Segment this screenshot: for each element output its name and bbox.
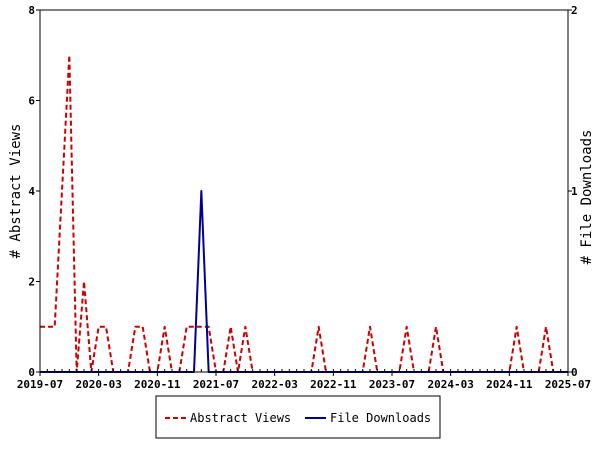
x-tick-label: 2019-07 bbox=[17, 378, 63, 391]
y-left-tick-label: 6 bbox=[28, 95, 35, 108]
marks-layer bbox=[40, 54, 568, 373]
y-right-tick-label: 0 bbox=[571, 366, 578, 379]
x-tick-label: 2022-03 bbox=[251, 378, 297, 391]
y-right-tick-label: 1 bbox=[571, 185, 578, 198]
y-left-axis-title: # Abstract Views bbox=[8, 124, 24, 259]
legend-label-abstract-views: Abstract Views bbox=[190, 411, 291, 425]
x-tick-label: 2025-07 bbox=[545, 378, 591, 391]
series-line-file-downloads bbox=[40, 190, 568, 373]
series-line-abstract-views bbox=[40, 54, 568, 373]
x-tick-label: 2021-07 bbox=[193, 378, 239, 391]
x-tick-label: 2020-11 bbox=[134, 378, 181, 391]
legend: Abstract Views File Downloads bbox=[155, 395, 441, 439]
x-tick-label: 2020-03 bbox=[75, 378, 121, 391]
y-left-tick-label: 8 bbox=[28, 4, 35, 17]
axis-layer: 2019-07 2020-03 2020-11 2021-07 2022-03 2022-… bbox=[17, 4, 591, 391]
x-tick-label: 2024-03 bbox=[427, 378, 473, 391]
y-right-axis-title: # File Downloads bbox=[579, 130, 595, 265]
x-tick-label: 2023-07 bbox=[369, 378, 415, 391]
y-left-tick-label: 2 bbox=[28, 276, 35, 289]
plot-frame bbox=[39, 9, 569, 373]
x-tick-label: 2022-11 bbox=[310, 378, 357, 391]
y-left-tick-label: 4 bbox=[28, 185, 35, 198]
y-right-tick-label: 2 bbox=[571, 4, 578, 17]
x-tick-label: 2024-11 bbox=[486, 378, 533, 391]
legend-label-file-downloads: File Downloads bbox=[330, 411, 431, 425]
y-left-tick-label: 0 bbox=[28, 366, 35, 379]
legend-box bbox=[155, 395, 441, 439]
